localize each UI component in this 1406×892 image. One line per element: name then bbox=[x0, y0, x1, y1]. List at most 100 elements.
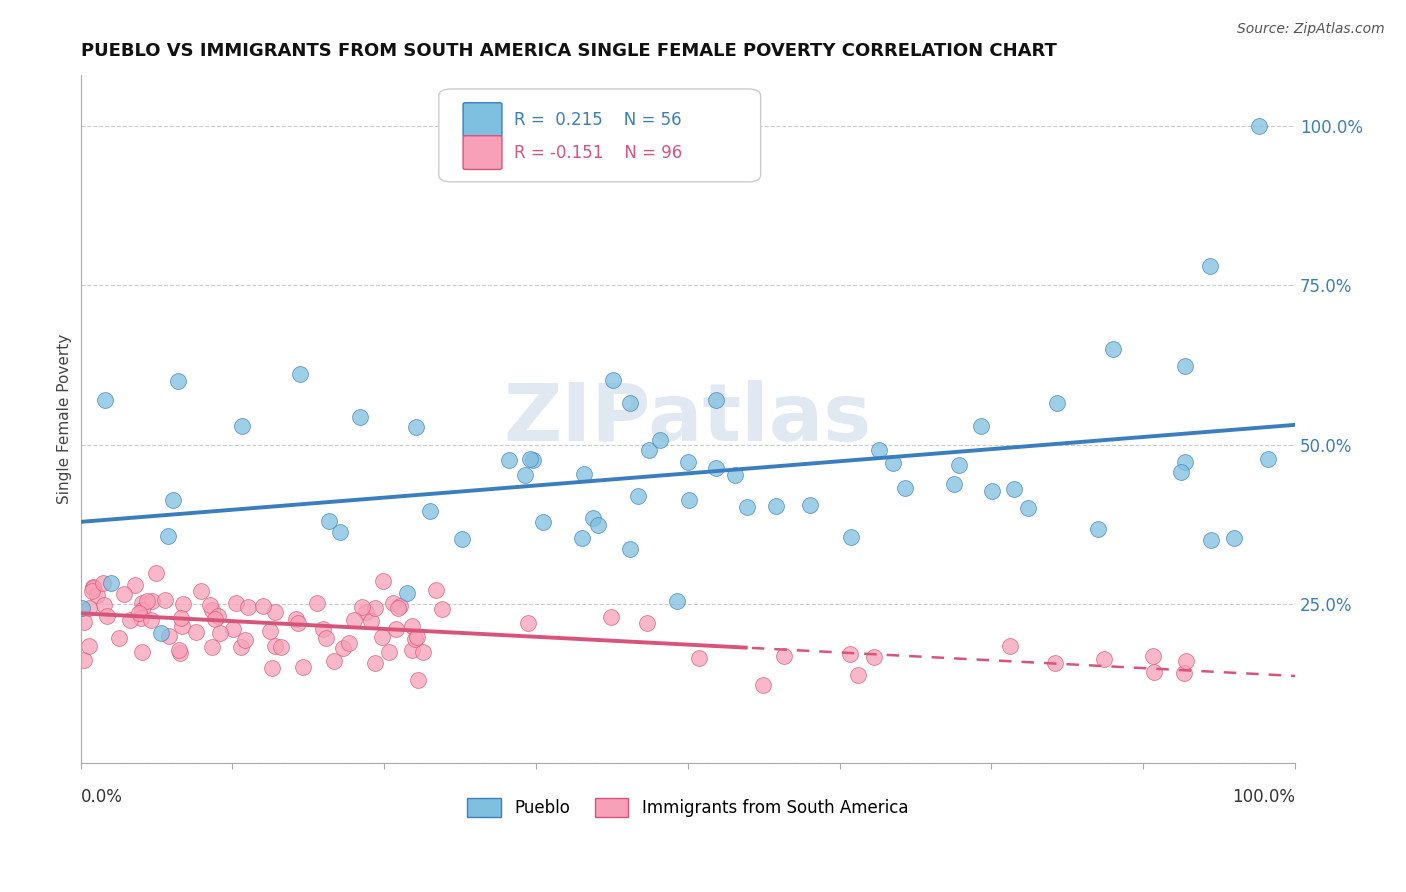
Point bbox=[412, 645, 434, 659]
Point bbox=[765, 500, 787, 514]
Point bbox=[371, 630, 394, 644]
Point bbox=[894, 481, 917, 495]
Point bbox=[1142, 648, 1164, 663]
Point bbox=[343, 613, 366, 627]
Point bbox=[969, 419, 991, 434]
Point bbox=[665, 593, 688, 607]
Point bbox=[943, 477, 966, 491]
Point bbox=[1092, 651, 1115, 665]
Point bbox=[141, 594, 163, 608]
Point bbox=[162, 493, 184, 508]
Point bbox=[571, 531, 593, 545]
Point bbox=[155, 592, 177, 607]
Point bbox=[166, 374, 188, 388]
Point bbox=[1043, 656, 1066, 670]
FancyBboxPatch shape bbox=[439, 89, 761, 182]
Text: R = -0.151    N = 96: R = -0.151 N = 96 bbox=[515, 144, 682, 161]
Point bbox=[650, 433, 672, 447]
Point bbox=[77, 601, 100, 615]
Point bbox=[204, 612, 226, 626]
Point bbox=[723, 467, 745, 482]
Point bbox=[72, 615, 94, 629]
Point bbox=[405, 419, 427, 434]
Point bbox=[114, 587, 136, 601]
Text: ZIPatlas: ZIPatlas bbox=[503, 380, 872, 458]
Point bbox=[704, 393, 727, 408]
Point bbox=[519, 451, 541, 466]
Point bbox=[772, 648, 794, 663]
Point bbox=[676, 455, 699, 469]
Point bbox=[260, 661, 283, 675]
Point bbox=[377, 644, 399, 658]
Legend: Pueblo, Immigrants from South America: Pueblo, Immigrants from South America bbox=[461, 791, 915, 823]
Text: PUEBLO VS IMMIGRANTS FROM SOUTH AMERICA SINGLE FEMALE POVERTY CORRELATION CHART: PUEBLO VS IMMIGRANTS FROM SOUTH AMERICA … bbox=[80, 42, 1056, 60]
Point bbox=[430, 602, 453, 616]
Point bbox=[1017, 501, 1039, 516]
Point bbox=[80, 584, 103, 599]
Point bbox=[498, 453, 520, 467]
Point bbox=[513, 467, 536, 482]
Point bbox=[574, 467, 596, 481]
Point bbox=[131, 645, 153, 659]
Point bbox=[1087, 522, 1109, 536]
Point bbox=[270, 640, 292, 654]
Point bbox=[86, 588, 108, 602]
Point bbox=[882, 456, 904, 470]
Point bbox=[349, 410, 371, 425]
Point bbox=[846, 667, 869, 681]
Point bbox=[190, 584, 212, 599]
Point bbox=[82, 580, 104, 594]
Point bbox=[1046, 396, 1069, 410]
Point bbox=[100, 576, 122, 591]
Point bbox=[1223, 531, 1246, 545]
Point bbox=[170, 611, 193, 625]
Point bbox=[201, 603, 224, 617]
Point bbox=[863, 649, 886, 664]
Point bbox=[395, 585, 418, 599]
Point bbox=[600, 610, 623, 624]
Point bbox=[1174, 359, 1197, 373]
Point bbox=[388, 599, 411, 613]
Point bbox=[450, 532, 472, 546]
Point bbox=[170, 619, 193, 633]
Point bbox=[236, 599, 259, 614]
Point bbox=[222, 622, 245, 636]
Point bbox=[364, 656, 387, 670]
Point bbox=[602, 373, 624, 387]
Point bbox=[364, 600, 387, 615]
Point bbox=[735, 500, 758, 514]
Point bbox=[531, 515, 554, 529]
Point bbox=[169, 642, 191, 657]
Point bbox=[401, 619, 423, 633]
Point bbox=[207, 608, 229, 623]
Point bbox=[128, 607, 150, 621]
Point bbox=[73, 653, 96, 667]
Point bbox=[387, 601, 409, 615]
Point bbox=[337, 636, 360, 650]
Point bbox=[233, 632, 256, 647]
Point bbox=[1170, 466, 1192, 480]
Point bbox=[637, 442, 659, 457]
Point bbox=[1143, 665, 1166, 680]
Point bbox=[839, 647, 862, 661]
Point bbox=[287, 616, 309, 631]
Point bbox=[1201, 533, 1223, 547]
Point bbox=[1101, 342, 1123, 356]
Point bbox=[752, 678, 775, 692]
Point bbox=[77, 639, 100, 653]
Text: Source: ZipAtlas.com: Source: ZipAtlas.com bbox=[1237, 22, 1385, 37]
Point bbox=[208, 625, 231, 640]
Point bbox=[354, 605, 377, 619]
Point bbox=[157, 629, 180, 643]
Point bbox=[1175, 654, 1198, 668]
Point bbox=[263, 640, 285, 654]
Point bbox=[588, 518, 610, 533]
Point bbox=[131, 603, 153, 617]
Point bbox=[998, 640, 1021, 654]
Point bbox=[169, 647, 191, 661]
Point bbox=[291, 659, 314, 673]
Point bbox=[404, 632, 426, 646]
Point bbox=[839, 530, 862, 544]
Point bbox=[627, 488, 650, 502]
Point bbox=[264, 606, 287, 620]
